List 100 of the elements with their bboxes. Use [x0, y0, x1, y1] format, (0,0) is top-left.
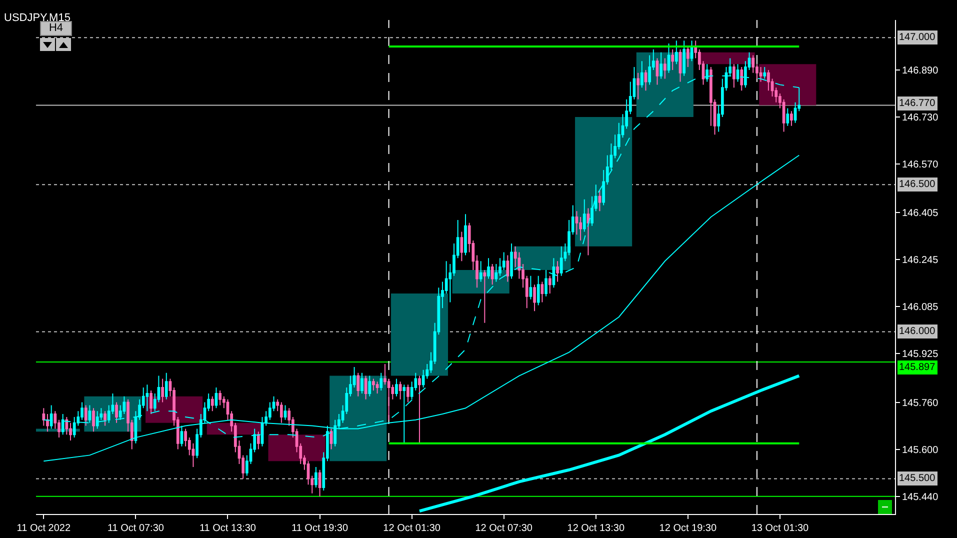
candlestick	[364, 375, 368, 400]
bar	[575, 117, 632, 246]
candlestick	[556, 260, 559, 282]
candlestick	[667, 43, 670, 74]
candlestick	[790, 110, 793, 126]
candlestick	[544, 269, 548, 297]
candlestick	[398, 381, 402, 400]
annotation: H4	[40, 21, 72, 36]
candlestick	[46, 414, 49, 432]
candlestick	[150, 390, 152, 415]
bar	[759, 64, 816, 106]
candlestick	[380, 372, 383, 391]
candlestick	[533, 284, 536, 312]
candlestick	[84, 404, 88, 426]
y-tick-label: 146.730	[902, 112, 939, 124]
candlestick	[786, 108, 790, 126]
ref-line-label: 146.500	[899, 179, 936, 190]
candlestick	[460, 231, 464, 262]
candlestick	[560, 246, 563, 276]
candlestick	[582, 198, 586, 232]
candlestick	[330, 428, 333, 450]
candlestick	[740, 66, 744, 92]
candlestick	[656, 58, 659, 86]
candlestick	[96, 410, 99, 430]
candlestick	[146, 384, 149, 412]
candlestick	[479, 260, 482, 282]
ref-line-label: 146.770	[899, 98, 936, 109]
candlestick	[483, 269, 486, 324]
candlestick	[314, 466, 318, 488]
candlestick	[42, 408, 46, 426]
candlestick	[536, 275, 540, 306]
candlestick	[256, 431, 260, 450]
candlestick	[210, 396, 214, 412]
candlestick	[636, 72, 640, 100]
candlestick	[464, 214, 467, 256]
y-tick-label: 146.890	[902, 65, 939, 76]
ref-line-label: 145.500	[899, 473, 936, 484]
y-tick-label: 145.925	[902, 349, 939, 360]
x-tick-label: 12 Oct 07:30	[475, 523, 533, 534]
candlestick	[372, 378, 375, 391]
candlestick	[678, 48, 682, 82]
candlestick	[284, 404, 287, 420]
candlestick	[510, 242, 513, 280]
candlestick	[490, 264, 494, 286]
candlestick	[395, 378, 398, 397]
candlestick	[598, 190, 602, 212]
candlestick	[674, 40, 678, 65]
candlestick	[61, 414, 64, 436]
y-tick-label: 146.570	[902, 160, 939, 171]
y-tick-label: 146.405	[902, 208, 939, 220]
x-tick-label: 12 Oct 13:30	[567, 523, 625, 534]
candlestick	[663, 58, 666, 80]
candlestick	[376, 381, 379, 394]
x-tick-label: 12 Oct 01:30	[383, 523, 441, 534]
candlestick	[540, 281, 544, 303]
y-tick-label: 145.600	[902, 444, 939, 456]
y-tick-label: 146.245	[902, 255, 939, 266]
candlestick	[280, 402, 283, 424]
candlestick	[686, 46, 690, 68]
candlestick	[671, 48, 674, 70]
candlestick	[92, 408, 95, 432]
candlestick	[644, 69, 648, 92]
candlestick	[552, 258, 556, 288]
candlestick	[164, 372, 168, 400]
x-tick-label: 11 Oct 2022	[16, 523, 71, 534]
candlestick	[682, 40, 686, 76]
candlestick	[104, 410, 106, 426]
candlestick	[406, 384, 410, 403]
candlestick	[360, 372, 364, 394]
y-tick-label: 145.760	[902, 398, 939, 409]
candlestick	[548, 275, 552, 294]
bar	[390, 293, 448, 376]
candlestick	[586, 208, 590, 256]
candlestick	[214, 387, 218, 409]
ref-line-label: 145.897	[899, 362, 936, 373]
candlestick	[50, 404, 53, 430]
bar	[268, 434, 326, 462]
candlestick	[218, 390, 222, 406]
y-tick-label: 145.440	[902, 492, 939, 503]
candlestick	[356, 372, 360, 397]
candlestick	[529, 275, 532, 300]
x-tick-label: 11 Oct 07:30	[107, 523, 164, 534]
candlestick	[732, 64, 736, 88]
candlestick	[368, 375, 372, 397]
candlestick	[487, 258, 490, 280]
candlestick	[660, 52, 663, 80]
line-series	[418, 374, 801, 513]
candlestick	[115, 402, 118, 424]
x-tick-label: 11 Oct 13:30	[199, 523, 256, 534]
candlestick	[506, 254, 510, 282]
ref-line-label: 146.000	[899, 326, 936, 337]
y-tick-label: 146.085	[902, 302, 939, 314]
candlestick	[418, 375, 421, 444]
candlestick	[640, 60, 644, 88]
x-tick-label: 12 Oct 19:30	[659, 523, 717, 534]
candlestick	[88, 404, 92, 424]
candlestick	[180, 425, 184, 447]
candlestick	[318, 469, 322, 497]
ref-line-label: 147.000	[899, 32, 936, 43]
x-tick-label: 13 Oct 01:30	[751, 523, 810, 534]
